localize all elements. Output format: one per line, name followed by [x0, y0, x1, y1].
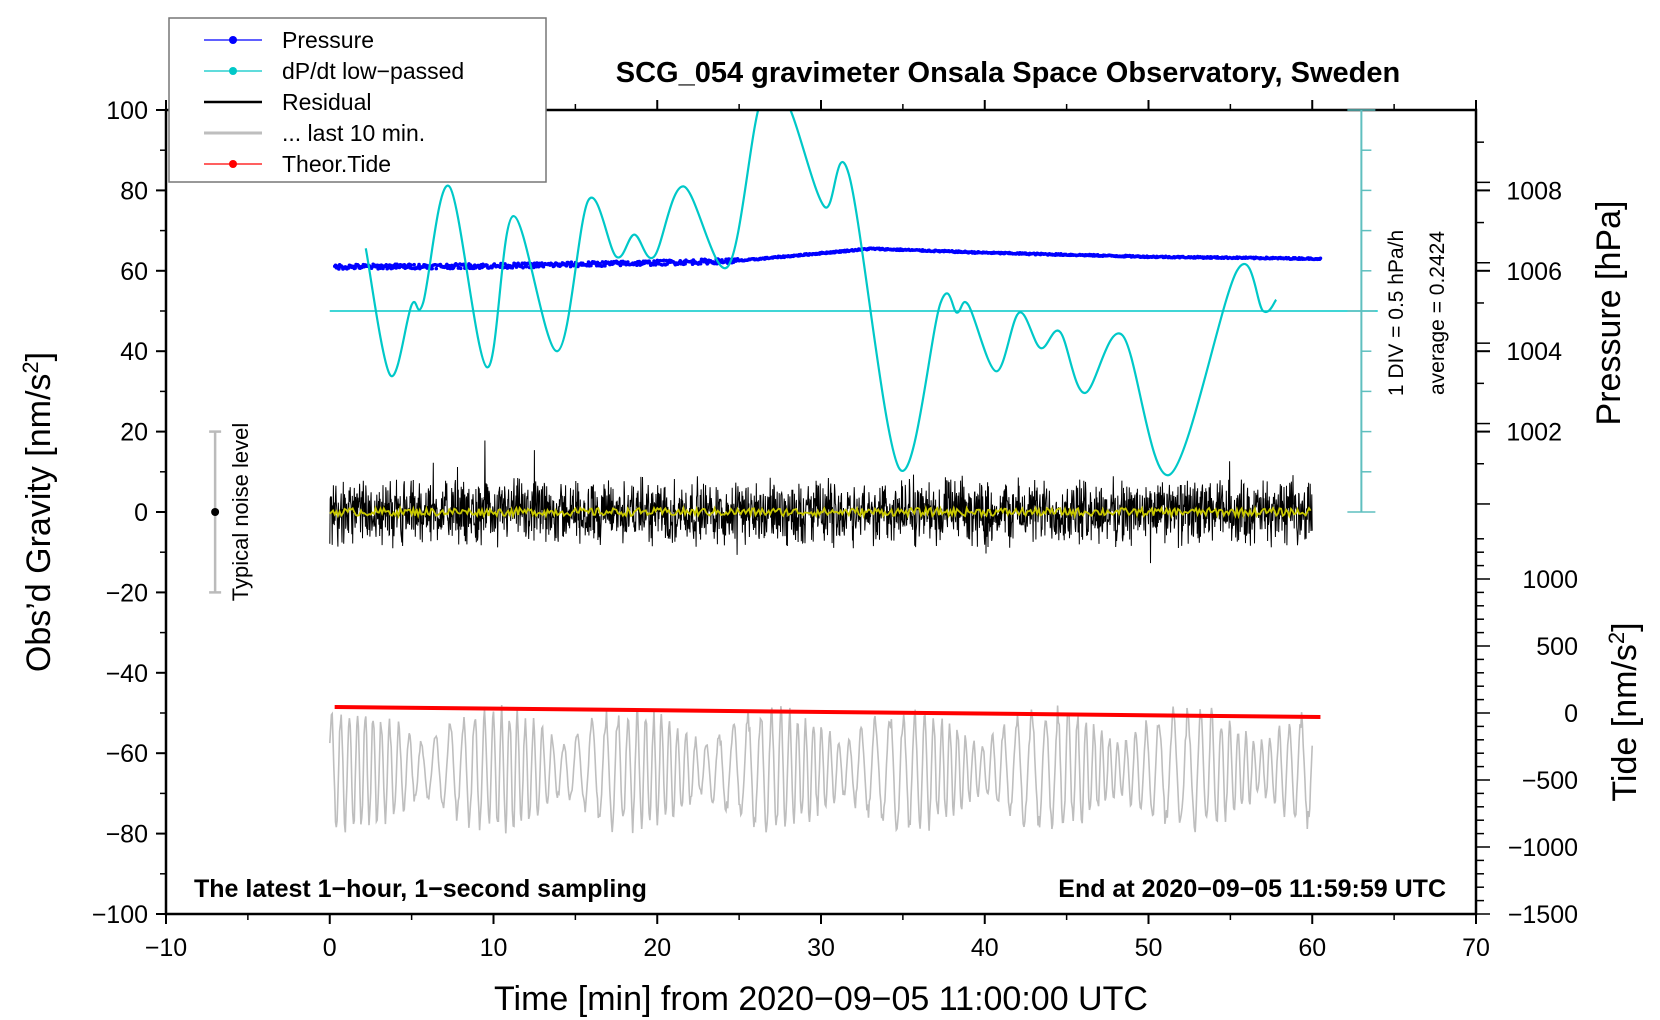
x-axis-title: Time [min] from 2020−09−05 11:00:00 UTC: [494, 980, 1148, 1018]
legend: Pressure dP/dt low−passed Residual ... last…: [168, 17, 547, 183]
legend-label: Residual: [282, 89, 372, 115]
tide-tick-label: 1000: [1522, 566, 1578, 594]
y-tick-label: 40: [120, 338, 148, 366]
y-tick-label: −80: [106, 821, 148, 849]
legend-label: ... last 10 min.: [282, 120, 425, 146]
pressure-tick-label: 1002: [1506, 419, 1562, 447]
legend-marker: [229, 160, 237, 168]
div-label: 1 DIV = 0.5 hPa/h: [1385, 230, 1408, 396]
x-tick-label: 60: [1298, 934, 1326, 962]
y-tick-label: −100: [92, 901, 148, 929]
pressure-tick-label: 1006: [1506, 258, 1562, 286]
pressure-tick-label: 1004: [1506, 338, 1562, 366]
tide-tick-label: −1500: [1508, 901, 1578, 929]
annotation-sampling: The latest 1−hour, 1−second sampling: [194, 875, 647, 903]
x-tick-label: 40: [971, 934, 999, 962]
pressure-dots: [332, 246, 1323, 271]
tide-tick-label: −500: [1522, 767, 1578, 795]
legend-marker: [229, 67, 237, 75]
tide-tick-label: −1000: [1508, 834, 1578, 862]
dpdt-line: [364, 110, 1278, 476]
x-tick-label: −10: [145, 934, 187, 962]
noise-bar-dot: [211, 508, 220, 516]
last-10-min-line: [329, 704, 1313, 834]
y-tick-label: 0: [134, 499, 148, 527]
noise-level-label: Typical noise level: [228, 423, 253, 602]
legend-label: dP/dt low−passed: [282, 58, 464, 84]
y-tick-label: 80: [120, 177, 148, 205]
y-tick-label: 20: [120, 419, 148, 447]
y-axis-title-left: Obs’d Gravity [nm/s2]: [18, 352, 58, 672]
y-tick-label: 100: [106, 97, 148, 125]
chart-title: SCG_054 gravimeter Onsala Space Observat…: [616, 57, 1400, 89]
y-axis-title-pressure: Pressure [hPa]: [1590, 201, 1628, 426]
y-tick-label: −40: [106, 660, 148, 688]
y-tick-label: 60: [120, 258, 148, 286]
legend-label: Pressure: [282, 27, 374, 53]
y-tick-label: −20: [106, 579, 148, 607]
theor-tide-line: [334, 704, 1321, 720]
y-tick-label: −60: [106, 740, 148, 768]
curves-group: [329, 110, 1378, 834]
pressure-tick-label: 1008: [1506, 177, 1562, 205]
annotation-end-time: End at 2020−09−05 11:59:59 UTC: [1058, 875, 1446, 903]
tide-tick-label: 500: [1536, 633, 1578, 661]
x-tick-label: 0: [323, 934, 337, 962]
x-tick-label: 30: [807, 934, 835, 962]
x-tick-label: 50: [1135, 934, 1163, 962]
legend-box: [168, 17, 547, 183]
residual-smoothed-line: [329, 504, 1312, 520]
residual-line: [329, 440, 1313, 564]
x-tick-label: 20: [643, 934, 671, 962]
x-tick-label: 70: [1462, 934, 1490, 962]
tide-tick-label: 0: [1564, 700, 1578, 728]
x-tick-label: 10: [480, 934, 508, 962]
average-label: average = 0.2424: [1426, 231, 1449, 395]
legend-label: Theor.Tide: [282, 151, 391, 177]
y-axis-title-tide: Tide [nm/s2]: [1604, 622, 1644, 801]
legend-marker: [229, 36, 237, 44]
